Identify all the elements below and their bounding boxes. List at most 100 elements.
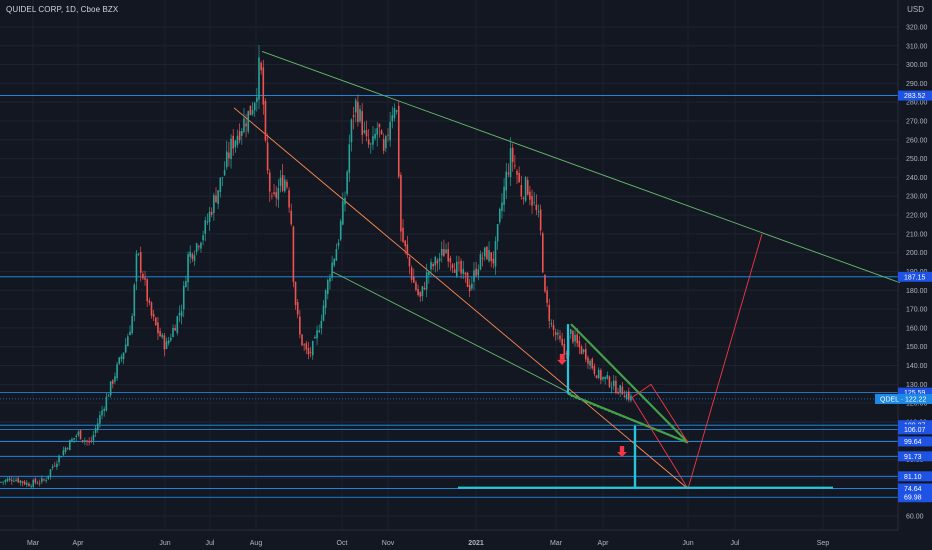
candle-body [451,264,454,269]
candle-body [286,181,288,188]
candle-body [494,240,497,267]
candle-body [354,100,357,113]
candle-body [410,267,413,280]
candle-body [488,250,490,262]
candle-body [393,108,396,119]
candle-body [172,327,174,337]
candle-body [518,172,520,183]
candle-body [260,62,262,71]
candle-body [526,180,529,195]
candle-body [198,246,200,248]
candle-body [53,465,56,467]
candle-body [352,115,355,117]
candle-body [109,381,112,396]
candle-body [200,242,202,249]
y-tick-label: 140.00 [906,363,928,370]
candle-body [236,135,239,145]
candle-body [64,447,67,452]
y-tick-label: 240.00 [906,175,928,182]
y-tick-label: 260.00 [906,137,928,144]
candle-body [552,324,555,330]
candle-body [563,344,566,355]
candle-body [43,479,45,481]
candle-body [329,277,331,282]
candle-body [247,110,250,132]
y-tick-label: 180.00 [906,288,928,295]
candle-body [6,479,9,482]
candle-body [150,302,153,316]
candle-body [303,344,305,346]
candle-body [501,202,503,211]
candle-body [208,211,211,222]
candle-body [602,377,604,380]
candle-body [440,248,443,256]
candle-body [542,233,544,273]
annotations [458,233,833,490]
candle-body [591,358,594,369]
trendline-upper-green [261,50,901,284]
candle-body [557,332,559,335]
candle-body [271,195,273,197]
price-level-value: 283.52 [904,93,926,100]
candle-body [359,109,361,122]
candle-body [148,300,151,303]
x-tick-label: Jul [206,540,215,547]
candle-body [73,437,75,440]
candle-body [92,434,95,441]
candle-body [124,344,127,353]
candle-body [511,147,514,162]
price-level-tag [898,451,932,462]
candle-body [137,253,140,255]
candle-body [477,269,480,276]
candle-body [75,435,78,438]
candle-body [305,343,308,350]
candle-body [96,423,99,431]
y-tick-label: 230.00 [906,194,928,201]
y-tick-label: 130.00 [906,382,928,389]
x-tick-label: Sep [817,540,830,547]
candle-body [213,195,215,214]
candle-body [630,395,632,401]
candle-body [187,254,189,283]
x-tick-label: Aug [250,540,263,547]
down-arrow-2-head [617,452,627,458]
candle-body [471,283,473,289]
x-tick-label: 2021 [468,540,484,547]
candle-body [509,148,512,178]
candle-body [127,336,129,347]
candle-body [550,323,553,325]
candle-body [232,135,234,149]
candle-body [217,190,219,205]
candle-body [479,254,482,270]
candle-body [262,67,265,105]
y-tick-label: 320.00 [906,24,928,31]
candle-body [447,249,449,262]
price-level-value: 74.64 [904,486,922,493]
candle-body [499,208,501,223]
candle-body [357,101,359,122]
candle-body [230,138,232,160]
candle-body [191,253,194,259]
x-tick-label: Jun [682,540,693,547]
candle-body [486,246,488,260]
candle-body [60,456,62,458]
y-tick-label: 310.00 [906,43,928,50]
candle-body [103,408,105,412]
candle-body [507,172,510,175]
candle-body [458,262,460,264]
x-tick-label: Jul [731,540,740,547]
x-tick-label: Mar [27,540,40,547]
candle-body [114,376,116,382]
candle-body [417,289,419,295]
candle-body [569,329,572,334]
candle-body [8,478,11,481]
candle-body [344,197,346,205]
wedge-upper-line [570,323,689,444]
candle-body [539,209,542,231]
candle-body [404,240,406,247]
candle-body [202,235,204,241]
candle-body [548,304,551,322]
candle-body [430,262,432,270]
candle-body [210,211,213,215]
